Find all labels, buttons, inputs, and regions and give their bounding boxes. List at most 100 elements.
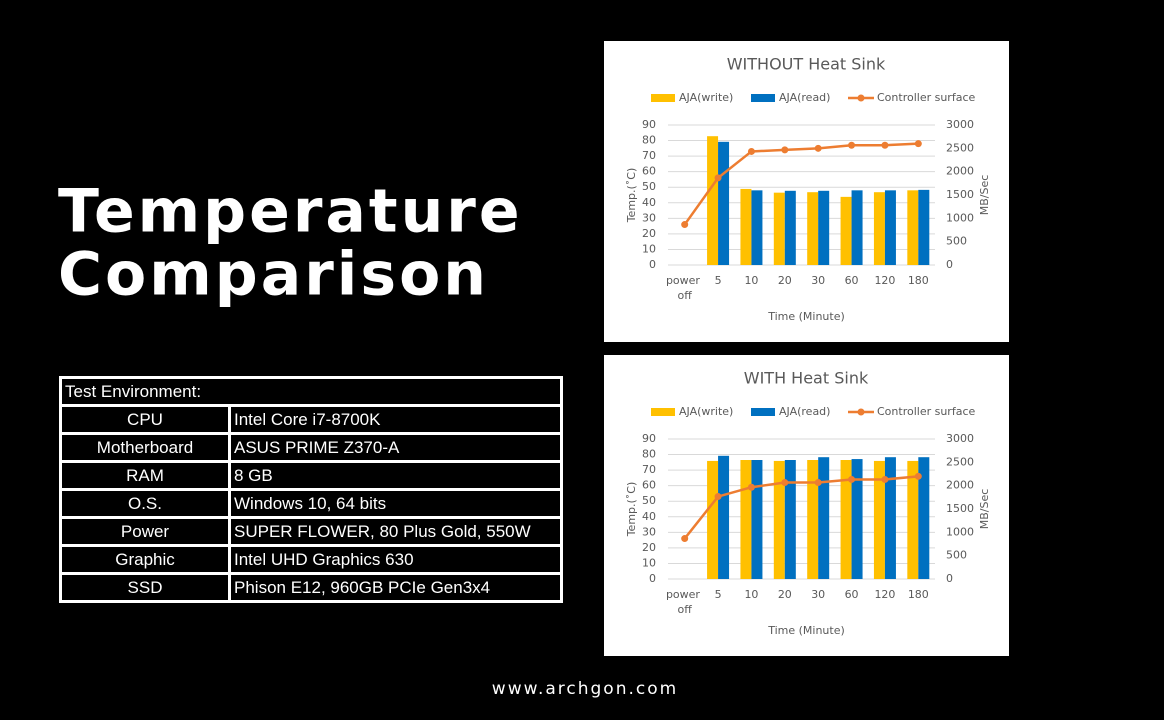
point bbox=[881, 141, 889, 149]
y-tick-label: 40 bbox=[642, 510, 656, 523]
point bbox=[681, 221, 689, 229]
y-tick-label: 80 bbox=[642, 134, 656, 147]
y2-tick-label: 2000 bbox=[946, 479, 974, 492]
spec-value: Phison E12, 960GB PCIe Gen3x4 bbox=[228, 572, 563, 603]
bar bbox=[851, 190, 863, 265]
bar bbox=[707, 460, 719, 579]
spec-key: CPU bbox=[59, 404, 231, 435]
spec-key: O.S. bbox=[59, 488, 231, 519]
bar bbox=[740, 188, 752, 265]
point bbox=[881, 475, 889, 483]
x-tick-label: 30 bbox=[811, 588, 825, 601]
legend-swatch bbox=[651, 408, 675, 416]
x-tick-label: 180 bbox=[908, 274, 929, 287]
bar bbox=[807, 460, 819, 579]
y-tick-label: 0 bbox=[649, 258, 656, 271]
point bbox=[681, 535, 689, 543]
point bbox=[914, 472, 922, 480]
chart: WITHOUT Heat Sink 0 10 20 30 40 50 60 70 80 90 0 500… bbox=[604, 41, 1009, 342]
spec-key: Motherboard bbox=[59, 432, 231, 463]
bar bbox=[918, 457, 930, 579]
y2-tick-label: 3000 bbox=[946, 118, 974, 131]
y2-axis-label: MB/Sec bbox=[978, 489, 991, 530]
spec-table: Test Environment: CPU Intel Core i7-8700K… bbox=[59, 376, 563, 603]
line bbox=[683, 475, 919, 540]
y2-tick-label: 3000 bbox=[946, 432, 974, 445]
y2-tick-label: 1500 bbox=[946, 502, 974, 515]
bar bbox=[884, 190, 896, 265]
y2-tick-label: 2000 bbox=[946, 165, 974, 178]
y2-tick-label: 500 bbox=[946, 235, 967, 248]
bar bbox=[840, 460, 852, 579]
legend-swatch bbox=[751, 408, 775, 416]
spec-key: SSD bbox=[59, 572, 231, 603]
y2-tick-label: 1500 bbox=[946, 188, 974, 201]
point bbox=[814, 479, 822, 487]
legend-label: AJA(write) bbox=[679, 91, 733, 104]
spec-key: RAM bbox=[59, 460, 231, 491]
x-tick-label: 60 bbox=[845, 588, 859, 601]
spec-value: Windows 10, 64 bits bbox=[228, 488, 563, 519]
y2-tick-label: 0 bbox=[946, 258, 953, 271]
bar bbox=[918, 189, 930, 265]
bar bbox=[840, 196, 852, 265]
y-tick-label: 90 bbox=[642, 118, 656, 131]
bar bbox=[907, 190, 919, 265]
y-tick-label: 60 bbox=[642, 165, 656, 178]
y-tick-label: 50 bbox=[642, 180, 656, 193]
bar bbox=[851, 459, 863, 579]
point bbox=[714, 493, 722, 501]
y-tick-label: 30 bbox=[642, 525, 656, 538]
bar bbox=[784, 460, 796, 579]
bar bbox=[784, 190, 796, 265]
point bbox=[814, 144, 822, 152]
point bbox=[848, 475, 856, 483]
bar bbox=[884, 457, 896, 579]
point bbox=[781, 146, 789, 154]
x-tick-label: 120 bbox=[874, 588, 895, 601]
y-tick-label: 30 bbox=[642, 211, 656, 224]
y2-axis-label: MB/Sec bbox=[978, 175, 991, 216]
bar bbox=[718, 455, 730, 579]
heading: Temperature bbox=[58, 177, 523, 247]
x-tick-label: 5 bbox=[715, 274, 722, 287]
y-tick-label: 60 bbox=[642, 479, 656, 492]
bar bbox=[907, 460, 919, 579]
y-tick-label: 20 bbox=[642, 541, 656, 554]
legend-swatch bbox=[751, 94, 775, 102]
bar bbox=[873, 192, 885, 265]
y-tick-label: 70 bbox=[642, 463, 656, 476]
x-tick-label: power off bbox=[666, 588, 704, 616]
y2-tick-label: 2500 bbox=[946, 455, 974, 468]
bar bbox=[807, 192, 819, 265]
y-axis-label: Temp.(˚C) bbox=[625, 168, 638, 224]
x-axis-label: Time (Minute) bbox=[767, 310, 845, 323]
bar bbox=[751, 460, 763, 579]
x-tick-label: power off bbox=[666, 274, 704, 302]
footer: www.archgon.com bbox=[492, 679, 678, 699]
spec-key: Power bbox=[59, 516, 231, 547]
x-axis-label: Time (Minute) bbox=[767, 624, 845, 637]
chart-title: WITH Heat Sink bbox=[744, 369, 869, 388]
bar bbox=[751, 190, 763, 265]
x-tick-label: 60 bbox=[845, 274, 859, 287]
x-tick-label: 20 bbox=[778, 274, 792, 287]
y-tick-label: 90 bbox=[642, 432, 656, 445]
table-caption: Test Environment: bbox=[59, 376, 563, 407]
bar bbox=[718, 141, 730, 265]
chart-panel bbox=[604, 41, 1009, 342]
chart-title: WITHOUT Heat Sink bbox=[727, 55, 886, 74]
chart-panel bbox=[604, 355, 1009, 656]
point bbox=[848, 141, 856, 149]
legend-label: AJA(write) bbox=[679, 405, 733, 418]
x-tick-label: 10 bbox=[744, 588, 758, 601]
spec-value: Intel UHD Graphics 630 bbox=[228, 544, 563, 575]
point bbox=[747, 147, 755, 155]
bar bbox=[873, 460, 885, 579]
x-tick-label: 10 bbox=[744, 274, 758, 287]
spec-value: SUPER FLOWER, 80 Plus Gold, 550W bbox=[228, 516, 563, 547]
bar bbox=[740, 460, 752, 579]
point bbox=[714, 174, 722, 182]
